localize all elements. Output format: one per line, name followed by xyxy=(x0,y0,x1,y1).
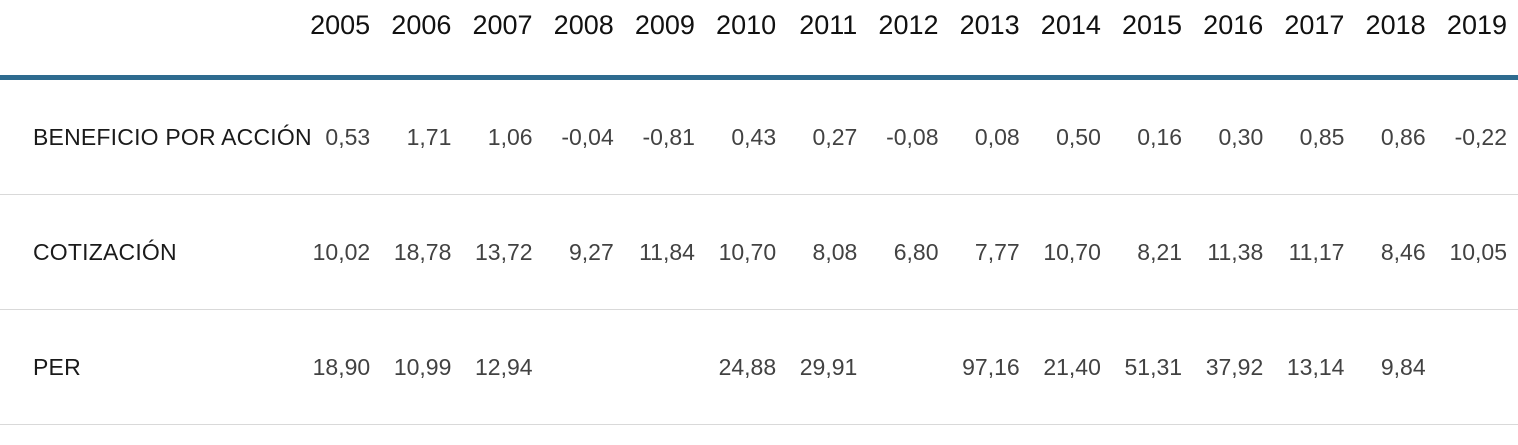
table-cell: 8,08 xyxy=(787,194,869,310)
table-cell xyxy=(1436,309,1518,425)
table-cell: 9,27 xyxy=(543,194,625,310)
table-cell: 7,77 xyxy=(949,194,1031,310)
table-row-cotizacion: COTIZACIÓN 10,02 18,78 13,72 9,27 11,84 … xyxy=(0,194,1518,310)
year-header-2019: 2019 xyxy=(1436,0,1518,80)
table-cell: -0,22 xyxy=(1436,77,1518,195)
table-cell: 21,40 xyxy=(1030,309,1112,425)
table-cell: 1,06 xyxy=(462,77,544,195)
row-label-header xyxy=(0,0,300,80)
table-cell: 0,85 xyxy=(1274,77,1356,195)
year-header-2012: 2012 xyxy=(868,0,950,80)
table-cell: 10,02 xyxy=(300,194,382,310)
table-cell xyxy=(624,309,706,425)
table-cell: 13,72 xyxy=(462,194,544,310)
table-cell: 0,86 xyxy=(1355,77,1437,195)
table-cell: 11,17 xyxy=(1274,194,1356,310)
year-header-2005: 2005 xyxy=(300,0,382,80)
table-cell: 8,46 xyxy=(1355,194,1437,310)
year-header-2011: 2011 xyxy=(787,0,869,80)
table-cell: 18,78 xyxy=(381,194,463,310)
table-cell: 0,50 xyxy=(1030,77,1112,195)
table-cell: -0,08 xyxy=(868,77,950,195)
table-cell: 10,70 xyxy=(705,194,788,310)
year-header-2016: 2016 xyxy=(1193,0,1275,80)
table-cell: 11,84 xyxy=(624,194,706,310)
table-cell: 24,88 xyxy=(705,309,788,425)
table-cell: -0,81 xyxy=(624,77,706,195)
table-row-beneficio-por-accion: BENEFICIO POR ACCIÓN 0,53 1,71 1,06 -0,0… xyxy=(0,77,1518,195)
table-cell: 10,70 xyxy=(1030,194,1112,310)
table-cell: 1,71 xyxy=(381,77,463,195)
table-cell: 0,53 xyxy=(300,77,382,195)
table-cell: 29,91 xyxy=(787,309,869,425)
table-cell: 8,21 xyxy=(1111,194,1194,310)
table-cell xyxy=(543,309,625,425)
year-header-2014: 2014 xyxy=(1030,0,1112,80)
table-cell: 10,99 xyxy=(381,309,463,425)
table-cell: 51,31 xyxy=(1111,309,1194,425)
table-cell: 0,27 xyxy=(787,77,869,195)
table-cell: 0,30 xyxy=(1193,77,1275,195)
table-cell: 10,05 xyxy=(1436,194,1518,310)
year-header-2009: 2009 xyxy=(624,0,706,80)
table-cell: 0,08 xyxy=(949,77,1031,195)
year-header-2017: 2017 xyxy=(1274,0,1356,80)
table-row-per: PER 18,90 10,99 12,94 24,88 29,91 97,16 … xyxy=(0,309,1518,425)
table-cell: 6,80 xyxy=(868,194,950,310)
table-cell: 97,16 xyxy=(949,309,1031,425)
table-cell: 13,14 xyxy=(1274,309,1356,425)
table-cell xyxy=(868,309,950,425)
row-label: PER xyxy=(0,309,300,425)
table-cell: 0,16 xyxy=(1111,77,1194,195)
year-header-2008: 2008 xyxy=(543,0,625,80)
financial-ratios-table: 2005 2006 2007 2008 2009 2010 2011 2012 … xyxy=(0,0,1518,425)
year-header-2013: 2013 xyxy=(949,0,1031,80)
table-header-row: 2005 2006 2007 2008 2009 2010 2011 2012 … xyxy=(0,0,1518,80)
year-header-2007: 2007 xyxy=(462,0,544,80)
table-cell: 11,38 xyxy=(1193,194,1275,310)
year-header-2006: 2006 xyxy=(381,0,463,80)
table-cell: 9,84 xyxy=(1355,309,1437,425)
year-header-2015: 2015 xyxy=(1111,0,1194,80)
table-cell: 37,92 xyxy=(1193,309,1275,425)
table-cell: 0,43 xyxy=(705,77,788,195)
year-header-2018: 2018 xyxy=(1355,0,1437,80)
year-header-2010: 2010 xyxy=(705,0,788,80)
table-cell: -0,04 xyxy=(543,77,625,195)
table-cell: 18,90 xyxy=(300,309,382,425)
row-label: BENEFICIO POR ACCIÓN xyxy=(0,77,312,195)
table-cell: 12,94 xyxy=(462,309,544,425)
row-label: COTIZACIÓN xyxy=(0,194,300,310)
